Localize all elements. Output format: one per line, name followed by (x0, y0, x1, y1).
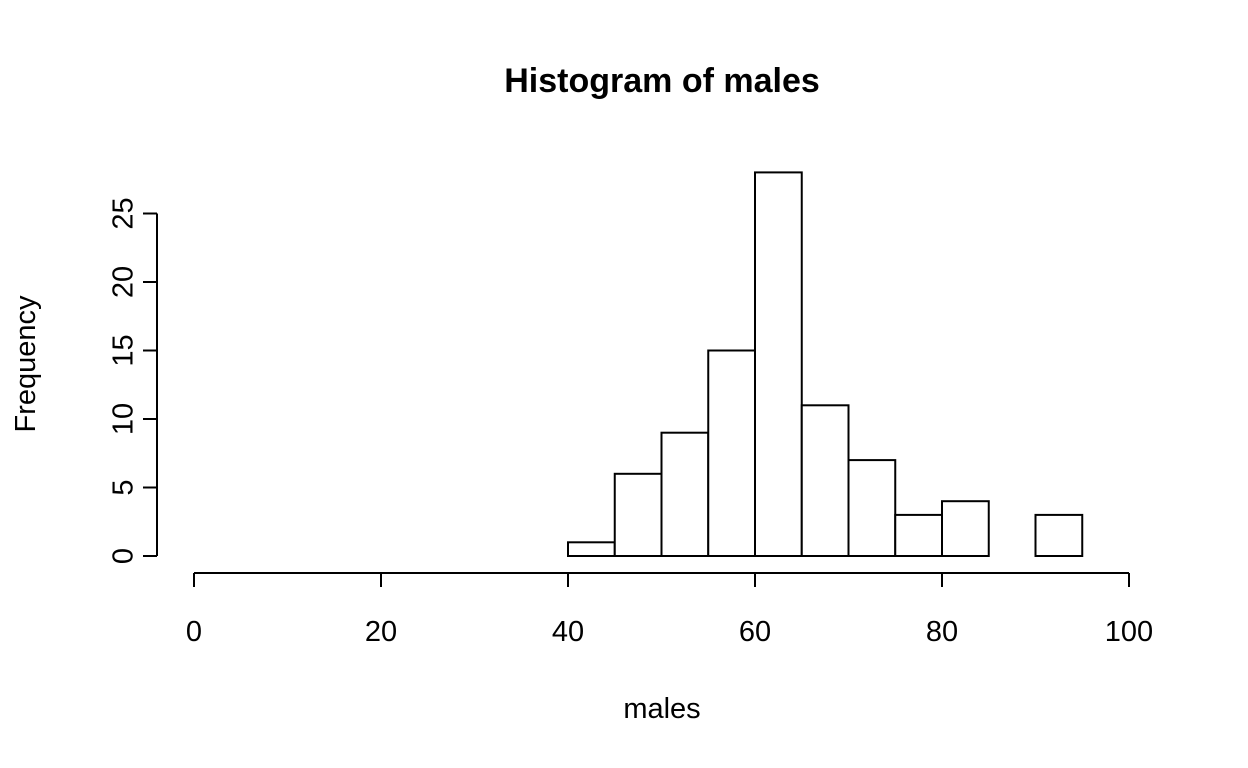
histogram-bar (613, 472, 663, 557)
histogram-bar (1034, 513, 1084, 558)
chart-title: Histogram of males (504, 62, 820, 100)
histogram-bar (660, 431, 710, 558)
y-tick-label: 15 (108, 334, 140, 366)
y-tick-label: 20 (108, 266, 140, 298)
histogram-bar (754, 171, 803, 557)
histogram-bar (707, 349, 756, 557)
x-axis: 0 20 40 60 80 100 (186, 572, 1153, 648)
x-tick-label: 0 (186, 616, 202, 648)
x-tick-label: 100 (1105, 616, 1153, 648)
x-tick-label: 40 (552, 616, 584, 648)
y-tick-label: 25 (108, 197, 140, 229)
x-tick-label: 20 (365, 616, 397, 648)
histogram-bar (941, 500, 990, 558)
y-tick-label: 0 (108, 548, 140, 564)
y-axis-label: Frequency (10, 295, 42, 433)
x-tick-label: 60 (739, 616, 771, 648)
histogram-bar (847, 459, 897, 558)
y-tick-label: 5 (108, 479, 140, 495)
bars-group (567, 171, 1084, 558)
x-axis-label: males (623, 693, 700, 725)
histogram-bar (800, 404, 850, 557)
histogram-bar (567, 541, 616, 557)
x-tick-label: 80 (926, 616, 958, 648)
histogram-bar (894, 513, 943, 558)
y-axis: 0 5 10 15 20 25 (108, 197, 158, 564)
y-tick-label: 10 (108, 403, 140, 435)
